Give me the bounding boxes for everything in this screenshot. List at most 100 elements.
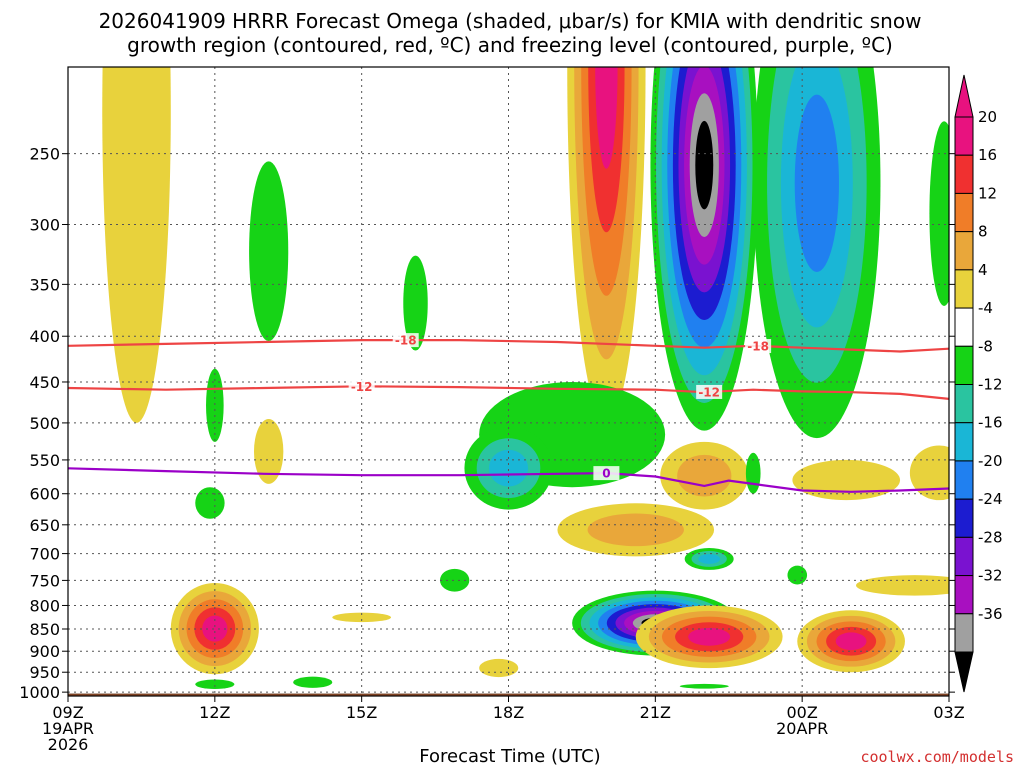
updraft-20z-mid-level-8 [587,513,684,547]
xtick-label-6: 15Z [346,703,377,722]
green-cell-18z-level--12 [488,449,529,487]
colorbar-label-11: -28 [978,528,1003,546]
ytick-label-850: 850 [29,620,60,639]
minus-12-isotherm-label-0: -12 [351,380,373,394]
yellow-cell-18z-level-4 [479,658,519,678]
colorbar-label-2: 12 [978,184,997,202]
minus-12-isotherm-label-1: -12 [698,385,720,399]
chart-title-line1: 2026041909 HRRR Forecast Omega (shaded, … [99,9,922,33]
ytick-label-1000: 1000 [19,683,60,702]
updraft-22z-low-level-20 [688,627,731,646]
green-cell-16z-level--4 [403,255,428,351]
ytick-label-600: 600 [29,485,60,504]
minus-18-isotherm-label-bg-1 [745,339,772,354]
colorbar-bin-13 [954,613,974,653]
xtick-label-3: 12Z [199,703,230,722]
green-cell-22z-level--12 [698,554,721,564]
minus-18-isotherm-label-1: -18 [747,340,769,354]
green-cell-13z-level--4 [249,161,289,342]
colorbar-bin-12 [954,575,974,615]
green-cell-2345z-level--4 [787,565,808,585]
colorbar-label-1: 16 [978,146,997,164]
green-cell-03z-level--4 [929,121,949,306]
ytick-label-700: 700 [29,545,60,564]
ytick-label-550: 550 [29,451,60,470]
green-cell-12z-low-level--4 [195,487,225,519]
colorbar-bin-7 [954,384,974,424]
xtick-label-9: 18Z [493,703,524,722]
yellow-band-early-level-4 [102,67,171,423]
updraft-12z-level-20 [202,615,228,642]
colorbar-bottom-arrow [954,651,974,693]
green-cell-22z-sfc-level--4 [679,683,729,689]
colorbar-bin-1 [954,154,974,194]
xtick-label-0: 09Z [52,703,83,722]
yellow-cell-03z-level-4 [909,445,949,501]
colorbar-bin-6 [954,345,974,385]
colorbar-label-5: -4 [978,299,993,317]
xtick-label-18: 03Z [933,703,964,722]
colorbar-bin-5 [954,307,974,347]
colorbar-bin-10 [954,498,974,538]
ytick-label-900: 900 [29,642,60,661]
minus-12-isotherm-line [68,385,949,400]
ytick-label-300: 300 [29,215,60,234]
colorbar-label-3: 8 [978,223,988,241]
yellow-plume-19z-level-20 [595,67,618,169]
colorbar-label-8: -16 [978,414,1003,432]
green-cell-2330z-level--4 [745,452,761,494]
minus-12-isotherm-label-bg-1 [696,384,723,399]
colorbar-bin-8 [954,422,974,462]
ytick-label-750: 750 [29,571,60,590]
chart-title-line2: growth region (contoured, red, ºC) and f… [127,33,893,57]
yellow-cell-13z-level-4 [253,419,284,484]
minus-18-isotherm-line [68,339,949,353]
ytick-label-650: 650 [29,516,60,535]
updraft-21z-mid-level-8 [677,454,732,497]
colorbar-bin-11 [954,536,974,577]
ytick-label-450: 450 [29,373,60,392]
ytick-label-350: 350 [29,275,60,294]
minus-18-isotherm-label-0: -18 [395,334,417,348]
colorbar-label-0: 20 [978,108,997,126]
credit-text: coolwx.com/models [860,748,1014,766]
green-cell-12z-sfc-level--4 [195,679,235,690]
minus-12-isotherm-label-bg-0 [348,379,375,394]
colorbar-label-9: -20 [978,452,1003,470]
freezing-level-label-0: 0 [602,467,610,481]
updraft-01z-low-level-20 [835,632,867,651]
colorbar-bin-3 [954,231,974,271]
ytick-label-800: 800 [29,596,60,615]
colorbar-bin-0 [954,116,974,156]
freezing-level-label-bg-0 [593,466,620,481]
colorbar-top-arrow [954,74,974,118]
yellow-streak-15z-level-4 [332,612,392,623]
ytick-label-500: 500 [29,414,60,433]
green-cell-17z-level--4 [439,568,470,592]
colorbar-label-7: -12 [978,376,1003,394]
xtick-date-15: 20APR [776,719,828,738]
colorbar-label-12: -32 [978,567,1003,585]
green-cell-14z-level--4 [293,676,333,688]
yellow-cell-01z-level-4 [792,459,901,501]
green-cell-12z-mid-level--4 [206,368,224,442]
downdraft-22z-level--36 [695,120,714,210]
freezing-level-line [68,467,949,493]
ytick-label-950: 950 [29,663,60,682]
xtick-year-0: 2026 [48,735,89,754]
colorbar-label-13: -36 [978,605,1003,623]
xtick-date-0: 19APR [42,719,94,738]
xtick-label-12: 21Z [640,703,671,722]
minus-18-isotherm-label-bg-0 [392,333,419,348]
temperature-contours: -18 -18 -12 -12 0 [68,333,949,493]
colorbar-label-10: -24 [978,490,1003,508]
xtick-label-15: 00Z [787,703,818,722]
downdraft-00z-level--16 [794,94,839,272]
colorbar-bin-2 [954,192,974,233]
colorbar-label-6: -8 [978,337,993,355]
pressure-axis: 250 300 350 400 450 500 550 600 650 700 750 800 850 9… [19,145,955,702]
colorbar-label-4: 4 [978,261,988,279]
colorbar-bin-9 [954,460,974,500]
